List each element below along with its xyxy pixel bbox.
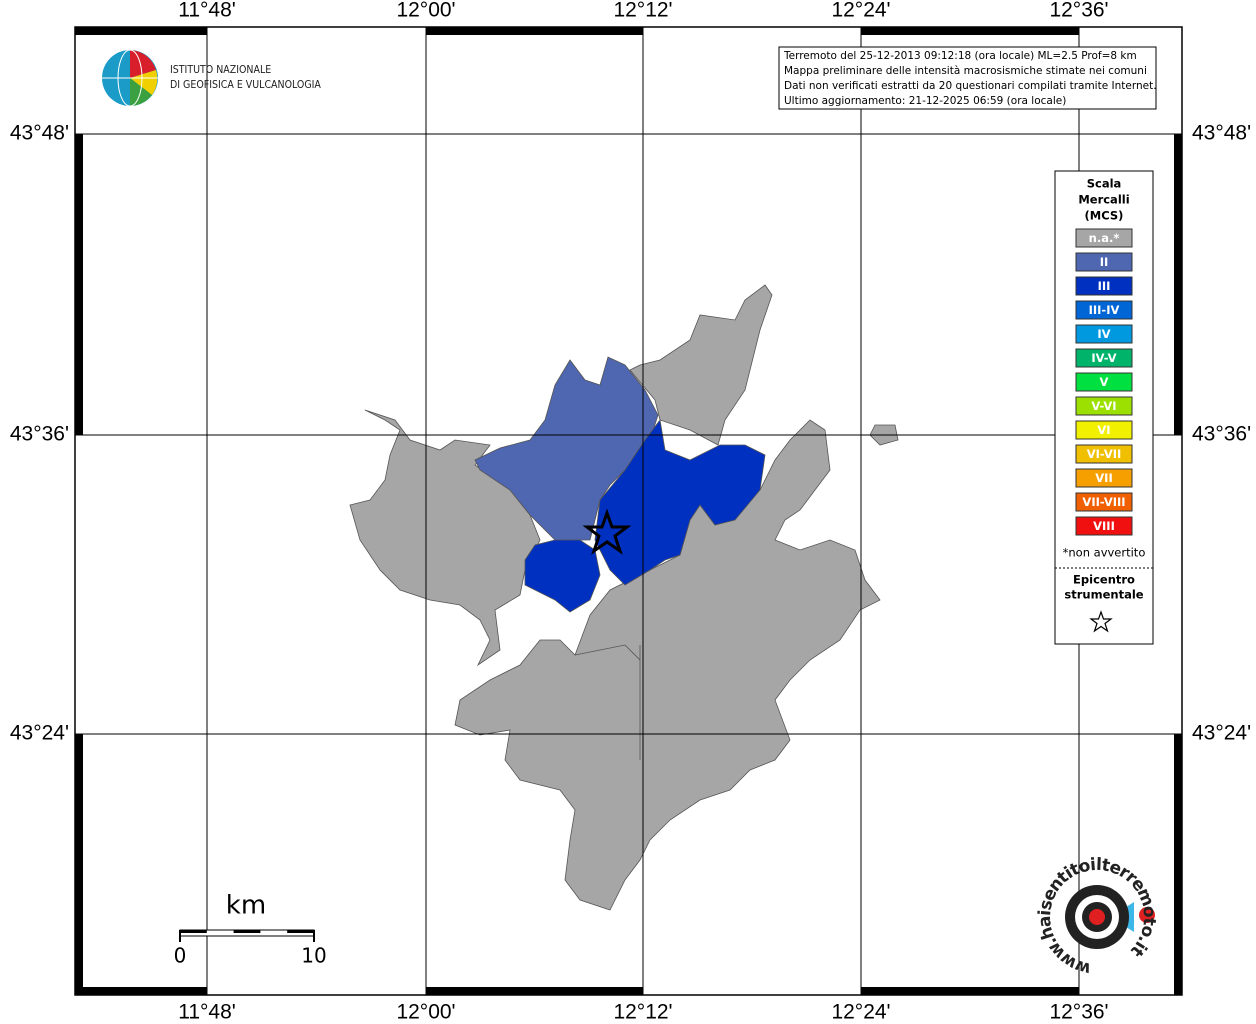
lat-label: 43°24': [1192, 722, 1251, 745]
info-line: Ultimo aggiornamento: 21-12-2025 06:59 (…: [784, 95, 1066, 107]
legend-epicenter-line: Epicentro: [1073, 573, 1135, 587]
lat-label: 43°36': [1192, 423, 1251, 446]
legend-title-line: Mercalli: [1078, 193, 1129, 207]
legend-label: VI: [1097, 423, 1110, 437]
legend-note: *non avvertito: [1063, 546, 1146, 560]
info-box-frame: [778, 46, 1157, 110]
region-ii: [474, 356, 659, 541]
lon-label: 11°48': [178, 0, 236, 22]
legend-label: IV: [1097, 327, 1110, 341]
frame-bar: [1174, 134, 1182, 435]
legend-swatch: [1075, 324, 1133, 344]
ingv-logo: ISTITUTO NAZIONALE DI GEOFISICA E VULCAN…: [102, 49, 321, 107]
region-na: [349, 409, 541, 667]
region-iii: [524, 539, 601, 613]
legend-label: n.a.*: [1089, 231, 1120, 245]
region-na: [629, 284, 773, 446]
logo-text: DI GEOFISICA E VULCANOLOGIA: [170, 79, 321, 91]
legend-label: VI-VII: [1087, 447, 1122, 461]
logo-question: [1139, 907, 1155, 923]
legend-star: [1089, 610, 1113, 633]
legend-title: Scala Mercalli (MCS): [1078, 177, 1129, 223]
legend-items: n.a.*IIIIIIII-IVIVIV-VVV-VIVIVI-VIIVIIVI…: [1075, 228, 1133, 536]
legend-label: II: [1100, 255, 1109, 269]
lat-label: 43°48': [10, 122, 69, 145]
lat-label: 43°24': [10, 722, 69, 745]
info-line: Mappa preliminare delle intensità macros…: [784, 65, 1147, 77]
legend-label: VII-VIII: [1082, 495, 1125, 509]
frame-bar: [426, 27, 643, 35]
scale-bar-segment: [233, 930, 261, 933]
scale-bar: km 0 10: [174, 891, 327, 968]
frame-bar: [75, 987, 207, 995]
logo-segment: [130, 50, 156, 78]
logo-segment: [130, 78, 152, 106]
legend-label: V: [1100, 375, 1109, 389]
lon-label: 12°12': [613, 1001, 672, 1024]
legend-swatch: [1075, 444, 1133, 464]
legend-swatch: [1075, 516, 1133, 536]
frame-bar: [75, 734, 83, 995]
info-line: Dati non verificati estratti da 20 quest…: [784, 80, 1157, 92]
lat-label: 43°36': [10, 423, 69, 446]
lat-label: 43°48': [1192, 122, 1251, 145]
frame-bars: [75, 27, 1182, 995]
scale-bar-segment: [180, 930, 207, 933]
legend-label: III-IV: [1089, 303, 1120, 317]
legend-swatch: [1075, 396, 1133, 416]
frame-bar: [75, 134, 83, 435]
legend-swatch: [1075, 372, 1133, 392]
legend-swatch: [1075, 228, 1133, 248]
axis-labels: 11°48' 11°48' 12°00' 12°00' 12°12' 12°12' 12°2…: [10, 0, 1251, 1024]
legend-swatch: [1075, 492, 1133, 512]
lon-label: 12°36': [1049, 0, 1108, 22]
legend-label: V-VI: [1091, 399, 1116, 413]
legend-label: III: [1098, 279, 1111, 293]
lon-label: 12°36': [1049, 1001, 1108, 1024]
frame-bar: [1174, 734, 1182, 995]
legend-label: IV-V: [1091, 351, 1116, 365]
legend-title-line: (MCS): [1085, 209, 1124, 223]
legend-swatch: [1075, 252, 1133, 272]
legend-swatch: [1075, 348, 1133, 368]
scale-label: 10: [301, 944, 326, 968]
legend-swatch: [1075, 468, 1133, 488]
info-line: Terremoto del 25-12-2013 09:12:18 (ora l…: [783, 50, 1137, 62]
epicenter: [582, 508, 632, 555]
region-iii: [594, 419, 766, 586]
info-box: Terremoto del 25-12-2013 09:12:18 (ora l…: [778, 46, 1157, 110]
info-lines: Terremoto del 25-12-2013 09:12:18 (ora l…: [783, 50, 1157, 107]
legend-title-line: Scala: [1087, 177, 1122, 191]
frame-bar: [861, 27, 1079, 35]
lon-label: 12°12': [613, 0, 672, 22]
frame-bar: [75, 27, 207, 35]
lon-label: 12°00': [396, 0, 455, 22]
scale-label: 0: [174, 944, 187, 968]
border: [574, 644, 641, 760]
logo-text: ISTITUTO NAZIONALE: [170, 64, 271, 76]
lon-label: 12°24': [831, 0, 890, 22]
frame-bar: [426, 987, 643, 995]
lon-label: 12°24': [831, 1001, 890, 1024]
scale-unit: km: [226, 891, 266, 921]
logo-segment: [130, 70, 158, 95]
scale-bar-segment: [287, 930, 314, 933]
lon-label: 11°48': [178, 1001, 236, 1024]
frame-bar: [861, 987, 1079, 995]
legend-label: VII: [1095, 471, 1112, 485]
legend-swatch: [1075, 300, 1133, 320]
legend-swatch: [1075, 276, 1133, 296]
logo-center: [1089, 909, 1105, 925]
legend-epicenter-line: strumentale: [1064, 588, 1143, 602]
legend-label: VIII: [1093, 519, 1115, 533]
municipalities: [349, 284, 899, 911]
legend-swatch: [1075, 420, 1133, 440]
lon-label: 12°00': [396, 1001, 455, 1024]
